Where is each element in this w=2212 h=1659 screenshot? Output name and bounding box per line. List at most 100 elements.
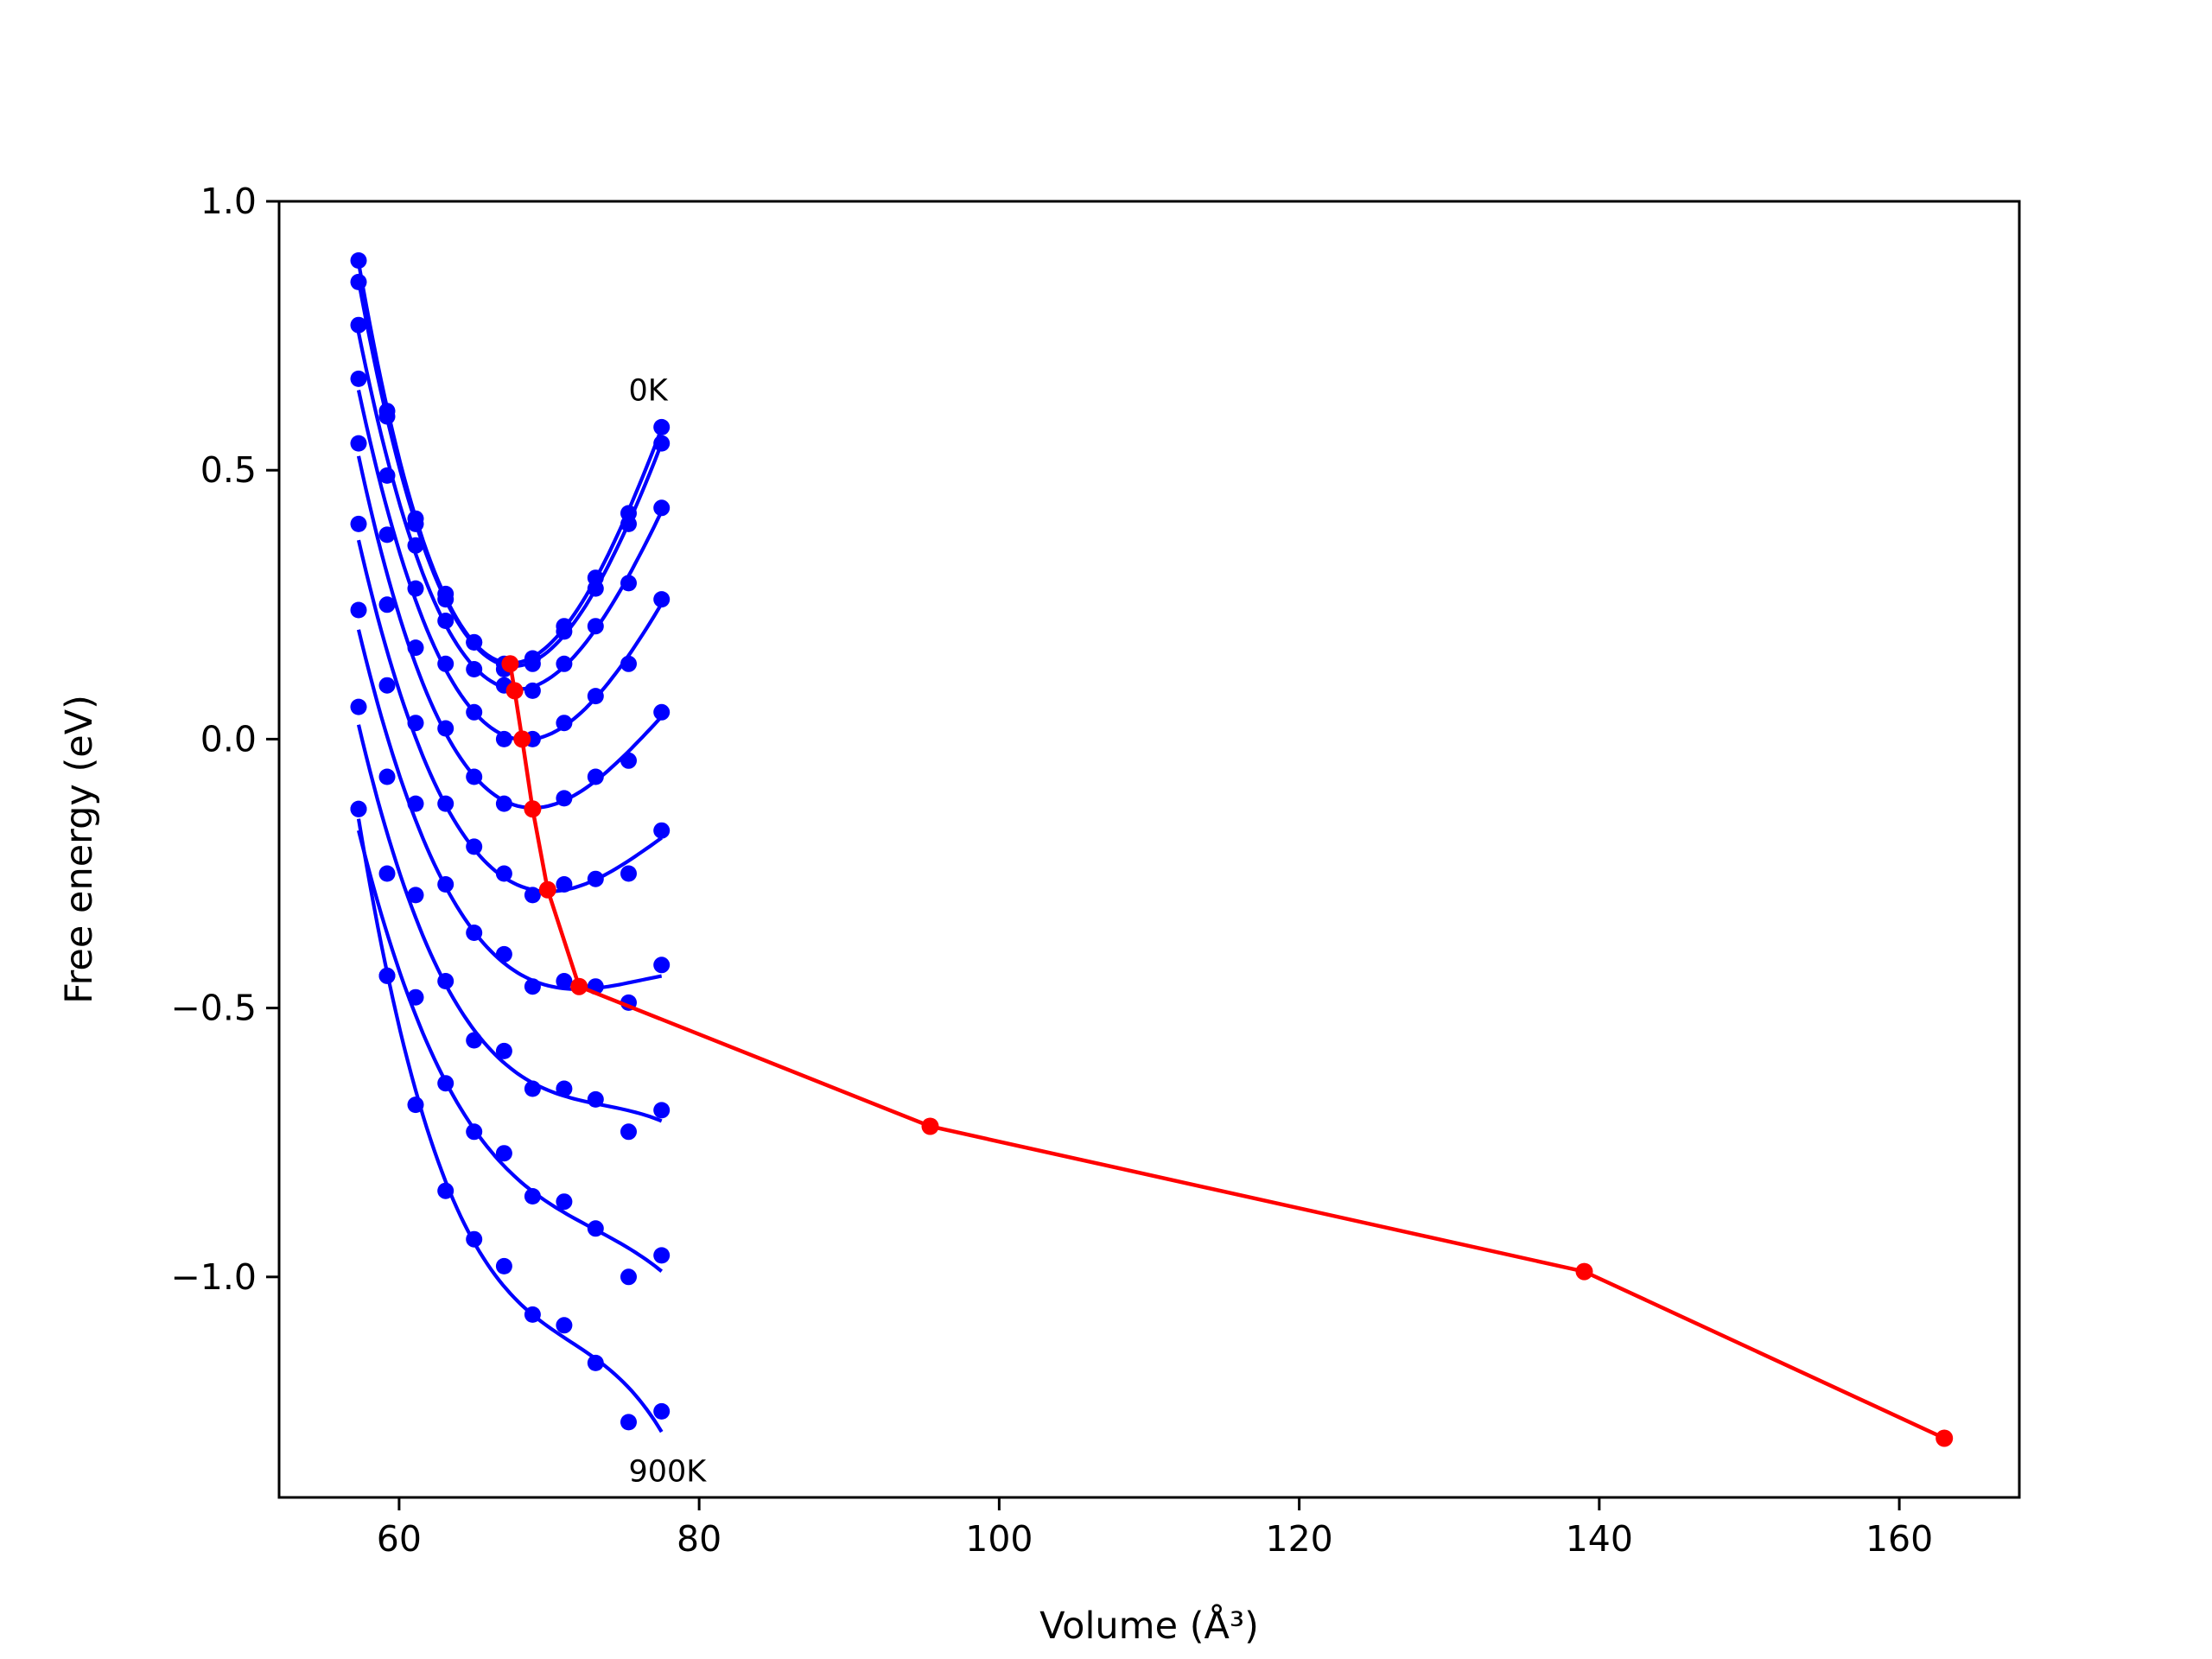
data-point [495, 730, 512, 747]
minimum-point [538, 880, 556, 899]
data-point [653, 499, 671, 517]
x-tick-label: 60 [377, 1518, 422, 1560]
minimum-point [505, 682, 524, 700]
data-point [466, 1032, 483, 1049]
y-tick-label: 0.5 [200, 449, 257, 491]
data-point [524, 1188, 541, 1205]
data-point [556, 655, 573, 672]
data-point [620, 655, 637, 672]
data-point [587, 1220, 604, 1237]
data-point [378, 768, 396, 785]
data-point [587, 1354, 604, 1371]
x-tick-label: 120 [1265, 1518, 1332, 1560]
x-tick-label: 100 [965, 1518, 1033, 1560]
data-point [524, 682, 541, 699]
y-tick-label: 1.0 [200, 181, 257, 222]
x-tick-label: 160 [1866, 1518, 1933, 1560]
y-axis-label: Free energy (eV) [58, 695, 101, 1004]
data-point [495, 865, 512, 882]
data-point [437, 876, 454, 893]
data-point [556, 790, 573, 807]
y-axis-ticks: 1.0 0.5 0.0 −0.5 −1.0 [170, 181, 279, 1298]
y-tick-label: −0.5 [170, 988, 257, 1029]
data-point [556, 973, 573, 989]
data-point [620, 1414, 637, 1431]
data-point [437, 655, 454, 672]
data-point [407, 537, 424, 554]
data-point [437, 1182, 454, 1199]
data-point [587, 870, 604, 887]
data-point [407, 639, 424, 657]
minimum-point [524, 800, 542, 818]
data-point [653, 418, 671, 435]
data-point [407, 988, 424, 1006]
data-point [620, 1123, 637, 1141]
data-point [587, 1090, 604, 1108]
data-point [350, 435, 367, 452]
data-point [524, 1306, 541, 1323]
data-point [653, 591, 671, 608]
data-point [524, 1080, 541, 1097]
data-point [437, 613, 454, 629]
annotation-900k: 900K [629, 1454, 708, 1489]
data-point [407, 515, 424, 532]
data-point [466, 661, 483, 677]
minimum-point [570, 977, 588, 995]
data-point [620, 515, 637, 532]
data-point [524, 978, 541, 995]
plot-frame [277, 200, 2021, 1499]
data-point [437, 1075, 454, 1092]
data-point [437, 591, 454, 608]
data-point [495, 945, 512, 963]
data-point [378, 408, 396, 425]
x-tick-label: 80 [677, 1518, 721, 1560]
minimum-point [1936, 1429, 1954, 1447]
fit-curve-7 [356, 724, 663, 1123]
data-point [620, 865, 637, 882]
data-point [350, 515, 367, 532]
data-point [556, 1080, 573, 1097]
data-point [437, 973, 454, 989]
x-axis-ticks: 60 80 100 120 140 160 [377, 1497, 1933, 1560]
data-point [495, 1145, 512, 1162]
data-point [556, 876, 573, 893]
data-point [466, 1230, 483, 1248]
data-point [350, 800, 367, 817]
data-point [620, 575, 637, 592]
data-point [556, 1193, 573, 1211]
data-point [378, 526, 396, 543]
minimum-point [501, 655, 519, 673]
data-point [466, 768, 483, 785]
data-point [350, 370, 367, 387]
data-point [524, 887, 541, 904]
data-point [653, 957, 671, 974]
data-point [587, 768, 604, 785]
data-point [378, 596, 396, 613]
data-point [587, 618, 604, 635]
data-point [556, 715, 573, 732]
data-point [407, 795, 424, 812]
data-point [620, 752, 637, 769]
data-point [495, 795, 512, 812]
data-point [350, 316, 367, 334]
data-point [437, 795, 454, 812]
data-point [407, 580, 424, 597]
data-point [378, 967, 396, 984]
minimum-point [921, 1117, 939, 1135]
data-point [378, 467, 396, 484]
y-tick-label: 0.0 [200, 718, 257, 760]
data-point [466, 633, 483, 651]
data-point [653, 435, 671, 452]
data-point [350, 252, 367, 269]
data-point [378, 865, 396, 882]
data-point [495, 1042, 512, 1059]
data-point [350, 698, 367, 715]
data-point [556, 623, 573, 640]
data-point [653, 1102, 671, 1119]
fit-curve-9 [356, 818, 664, 1433]
data-point [466, 1123, 483, 1141]
data-point [407, 715, 424, 732]
data-point [466, 838, 483, 855]
data-point [350, 601, 367, 619]
